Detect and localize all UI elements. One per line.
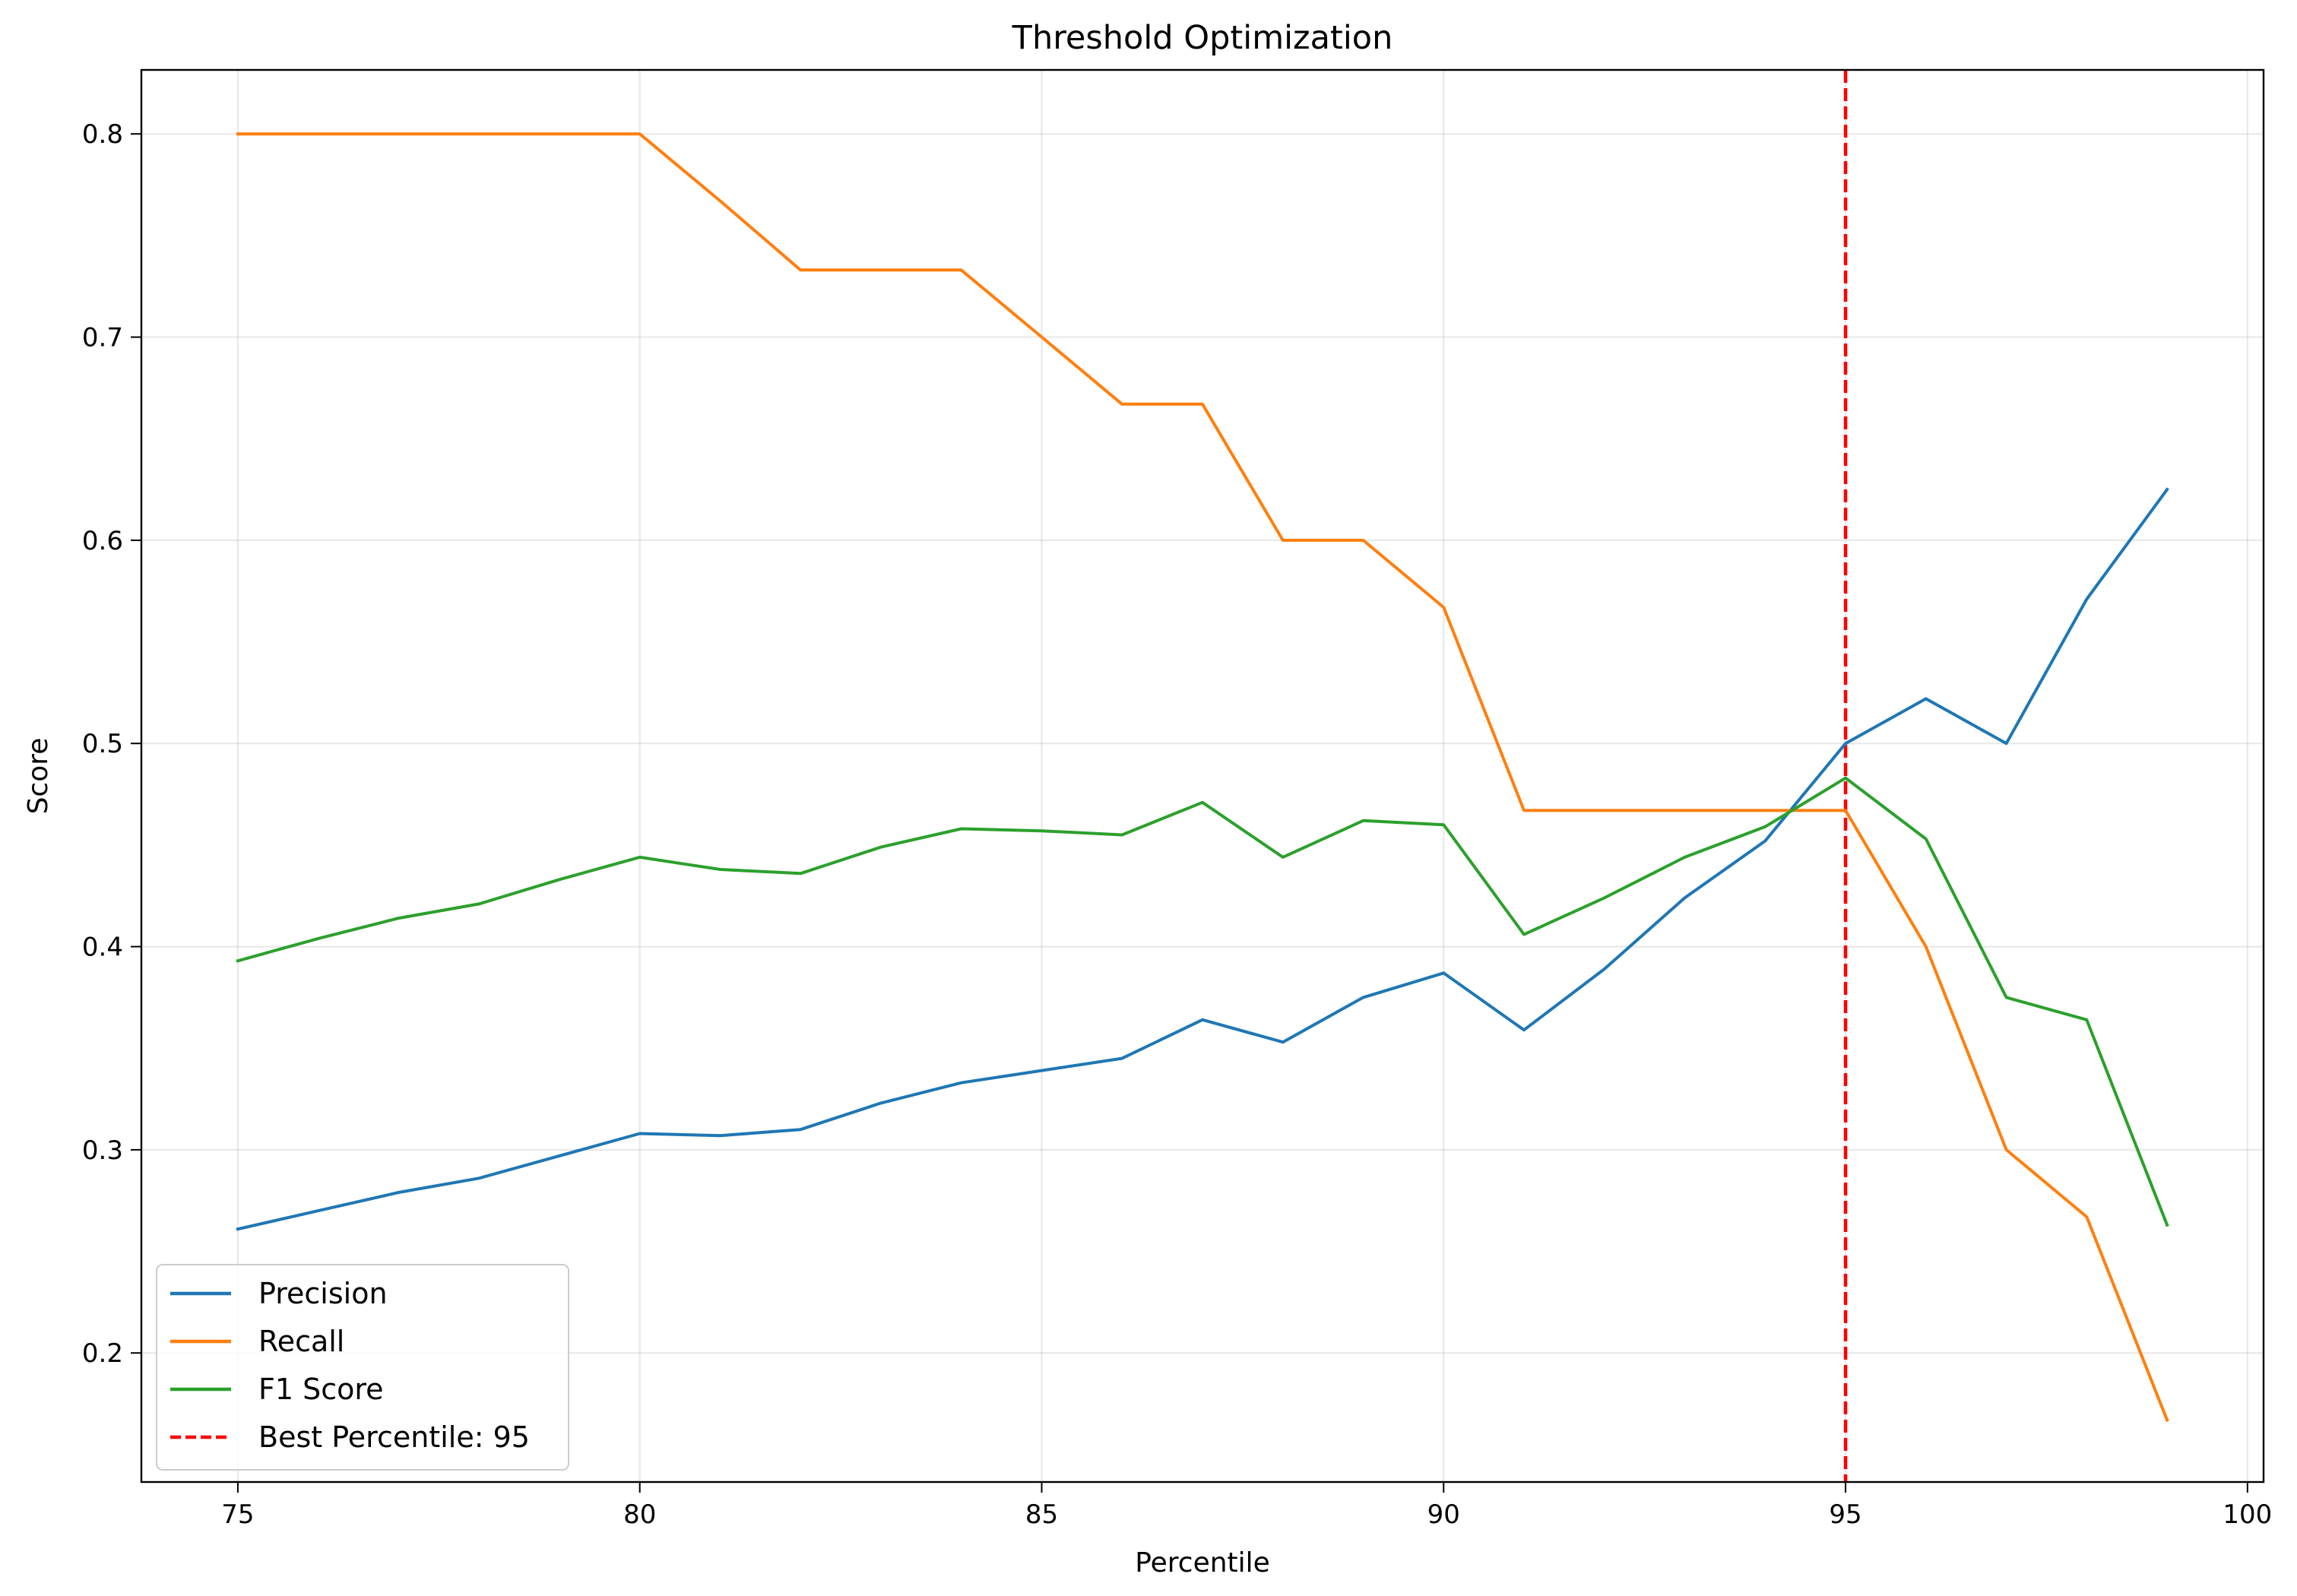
legend-label-best-percentile: Best Percentile: 95 [258,1420,530,1454]
series-line-f1-score [236,776,2169,1227]
x-tick-label: 100 [2223,1499,2272,1530]
series-layer [236,132,2169,1423]
y-tick-label: 0.3 [82,1135,123,1166]
x-tick-label: 85 [1025,1499,1058,1530]
axis-ticks: 75 80 85 90 95 100 0.2 0.3 0.4 0.5 0.6 0.7 0.8 [82,119,2272,1530]
plot-area-frame [140,68,2265,1484]
x-tick-label: 95 [1829,1499,1861,1530]
x-tick-label: 90 [1427,1499,1460,1530]
y-tick-label: 0.2 [82,1338,123,1369]
legend-label-recall: Recall [258,1325,344,1358]
series-line-precision [236,487,2169,1231]
x-axis-label: Percentile [1135,1547,1270,1579]
series-line-recall [236,132,2169,1423]
y-tick-label: 0.7 [82,323,123,353]
y-tick-label: 0.4 [82,933,123,963]
y-tick-label: 0.8 [82,119,123,150]
legend: Precision Recall F1 Score Best Percentile: … [156,1264,569,1471]
legend-label-f1-score: F1 Score [258,1373,384,1406]
x-tick-label: 75 [221,1499,254,1530]
grid-lines [141,70,2264,1482]
chart-title: Threshold Optimization [1012,19,1393,57]
y-axis-label: Score [23,738,54,815]
y-tick-label: 0.6 [82,526,123,556]
y-tick-label: 0.5 [82,729,123,759]
legend-label-precision: Precision [258,1277,388,1310]
legend-box [156,1264,569,1471]
x-tick-label: 80 [623,1499,656,1530]
